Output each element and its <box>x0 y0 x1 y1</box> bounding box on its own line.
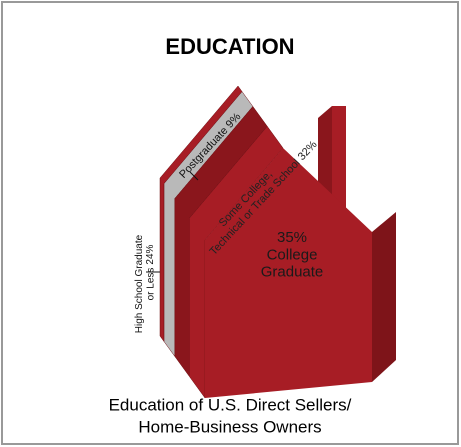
caption-line: Home-Business Owners <box>138 417 321 436</box>
category-label: College Graduate <box>261 246 324 280</box>
category-label: High School Graduateor Less <box>134 234 157 333</box>
value-label: 35% <box>277 229 307 246</box>
caption-line: Education of U.S. Direct Sellers/ <box>109 395 352 414</box>
leader <box>189 171 199 181</box>
chart-title: EDUCATION <box>165 34 294 59</box>
house-front <box>205 148 372 398</box>
chimney-front <box>332 106 346 210</box>
value-label: 24% <box>145 244 156 264</box>
house-side <box>372 212 396 382</box>
